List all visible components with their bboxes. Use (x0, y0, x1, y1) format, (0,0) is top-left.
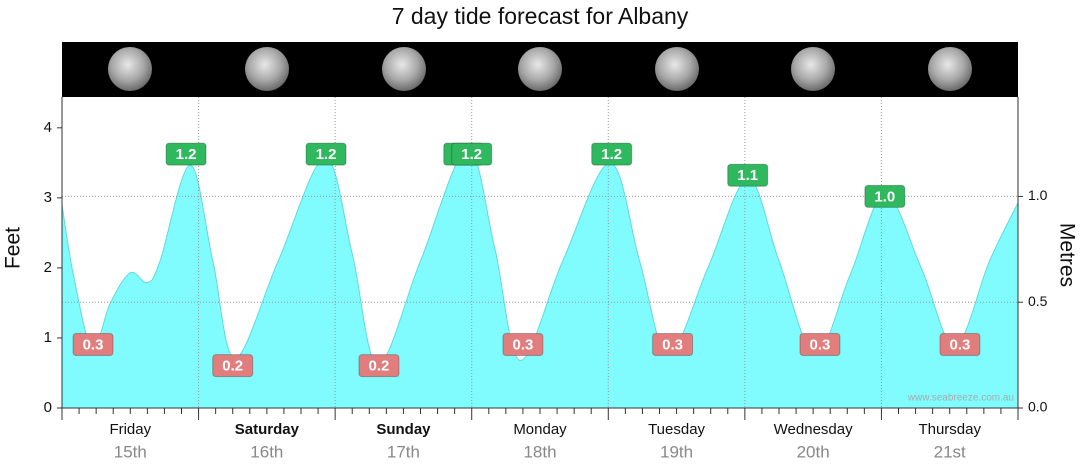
y-tick-label: 0 (44, 399, 52, 416)
moon (108, 47, 152, 91)
tide-label-box (652, 333, 694, 357)
tide-label: 0.3 (662, 336, 683, 353)
tide-label-box (165, 142, 207, 166)
tide-label-box (502, 333, 544, 357)
moon (518, 47, 562, 91)
tide-label-box (864, 184, 906, 208)
day-date: 17th (387, 442, 420, 461)
day-name: Sunday (376, 421, 431, 438)
tide-label: 0.3 (512, 336, 533, 353)
y-tick-label: 2 (44, 259, 52, 276)
watermark: www.seabreeze.com.au (907, 393, 1014, 404)
day-name: Friday (109, 421, 151, 438)
tide-label: 1.0 (874, 188, 895, 205)
moon (655, 47, 699, 91)
day-date: 21st (934, 442, 966, 461)
tide-label-box (939, 333, 981, 357)
tide-label-box (591, 142, 633, 166)
tide-label: 1.1 (737, 167, 758, 184)
tide-label-box (451, 142, 493, 166)
tide-label-box (799, 333, 841, 357)
y2-tick-label: 0.5 (1028, 293, 1048, 309)
day-name: Tuesday (648, 421, 705, 438)
moon (791, 47, 835, 91)
tide-label-box (727, 163, 769, 187)
tide-label: 0.2 (222, 358, 243, 375)
day-name: Monday (513, 421, 567, 438)
tide-label-box (305, 142, 347, 166)
tide-label: 1.2 (601, 146, 622, 163)
tide-label: 0.3 (950, 336, 971, 353)
tide-label: 1.2 (316, 146, 337, 163)
tide-label: 0.3 (810, 336, 831, 353)
y-tick-label: 4 (44, 119, 52, 136)
day-date: 20th (797, 442, 830, 461)
day-date: 16th (250, 442, 283, 461)
day-name: Saturday (235, 421, 300, 438)
day-date: 19th (660, 442, 693, 461)
tide-label: 1.2 (176, 146, 197, 163)
day-date: 15th (114, 442, 147, 461)
day-name: Thursday (918, 421, 981, 438)
chart-title: 7 day tide forecast for Albany (392, 3, 689, 29)
moon (245, 47, 289, 91)
y2-tick-label: 0.0 (1028, 399, 1048, 415)
day-date: 18th (523, 442, 556, 461)
tide-label: 0.2 (369, 358, 390, 375)
y2-axis-label: Metres (1055, 223, 1078, 287)
day-name: Wednesday (774, 421, 853, 438)
moon-icons (108, 47, 972, 91)
y2-tick-label: 1.0 (1028, 187, 1048, 203)
y-tick-label: 1 (44, 329, 52, 346)
y-tick-label: 3 (44, 189, 52, 206)
y-axis-label: Feet (2, 227, 25, 269)
tide-label: 0.3 (83, 336, 104, 353)
tide-label-box (212, 354, 254, 378)
moon (928, 47, 972, 91)
tide-label: 1.2 (461, 146, 482, 163)
moon (382, 47, 426, 91)
tide-area (61, 149, 1019, 409)
tide-label-box (358, 354, 400, 378)
tide-label-box (72, 333, 114, 357)
